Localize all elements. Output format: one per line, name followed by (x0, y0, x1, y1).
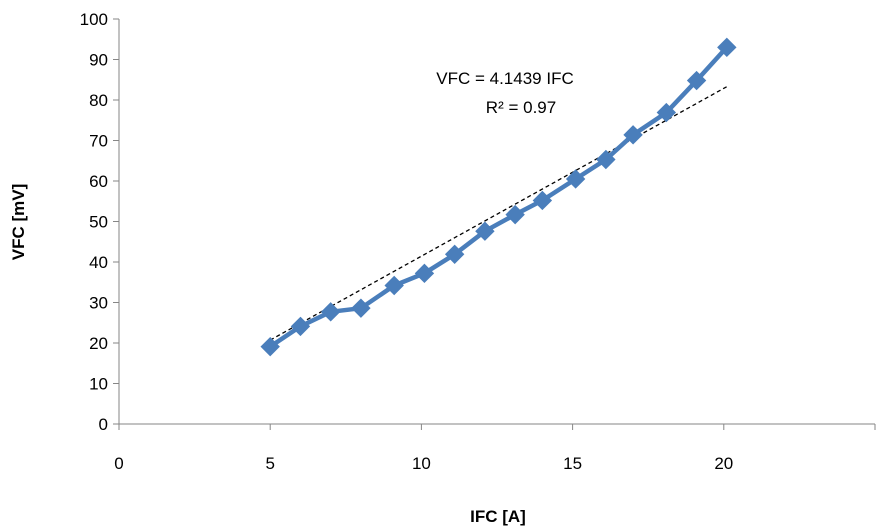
trendline (269, 86, 728, 341)
data-point-marker (351, 298, 371, 318)
data-point-marker (320, 302, 341, 322)
y-tick-label: 20 (89, 334, 108, 353)
series-line (268, 45, 729, 349)
y-tick-label: 100 (80, 10, 108, 29)
x-axis-title: IFC [A] (470, 507, 526, 526)
data-point-marker (596, 149, 616, 170)
y-tick-label: 30 (89, 294, 108, 313)
data-point-marker (384, 275, 404, 296)
data-point-marker (414, 263, 435, 284)
data-point-marker (444, 244, 465, 265)
data-point-marker (565, 169, 586, 189)
x-tick-label: 0 (114, 454, 123, 473)
y-tick-label: 0 (99, 415, 108, 434)
data-point-marker (505, 204, 525, 225)
trendline-equation: VFC = 4.1439 IFC (436, 69, 573, 88)
data-point-marker (623, 125, 643, 145)
data-point-marker (290, 316, 311, 337)
y-axis: 0 10 20 30 40 50 60 70 80 90 100 (80, 10, 120, 434)
data-point-marker (717, 37, 737, 58)
data-point-marker (260, 336, 280, 357)
y-tick-label: 80 (89, 91, 108, 110)
y-tick-label: 10 (89, 375, 108, 394)
data-point-marker (656, 102, 677, 123)
y-tick-label: 40 (89, 253, 108, 272)
y-tick-label: 90 (89, 51, 108, 70)
r-squared-label: R² = 0.97 (486, 98, 556, 117)
x-axis: 0 5 10 15 20 (114, 423, 876, 473)
data-point-marker (532, 190, 553, 211)
y-tick-label: 60 (89, 172, 108, 191)
data-point-marker (686, 70, 707, 91)
y-tick-label: 70 (89, 132, 108, 151)
x-tick-label: 20 (714, 454, 733, 473)
x-tick-label: 10 (412, 454, 431, 473)
data-point-marker (475, 221, 495, 241)
x-tick-label: 15 (563, 454, 582, 473)
y-tick-label: 50 (89, 213, 108, 232)
x-tick-label: 5 (265, 454, 274, 473)
y-axis-title: VFC [mV] (9, 184, 28, 261)
trendline-layer (269, 86, 728, 341)
series-layer (260, 37, 737, 357)
